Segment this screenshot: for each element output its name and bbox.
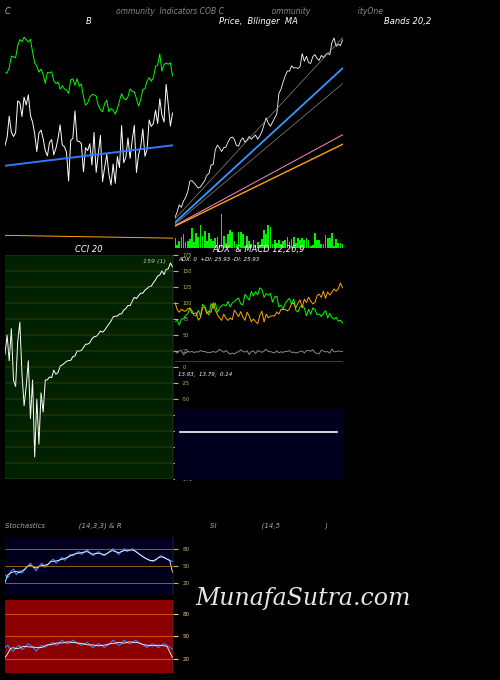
Bar: [240, 232, 242, 248]
Bar: [331, 233, 332, 248]
Bar: [342, 245, 344, 248]
Bar: [204, 231, 206, 248]
Bar: [302, 237, 303, 248]
Text: ADX: 0  +DI: 25.93 -DI: 25.93: ADX: 0 +DI: 25.93 -DI: 25.93: [178, 257, 260, 262]
Bar: [257, 242, 258, 248]
Bar: [254, 245, 256, 248]
Bar: [252, 240, 254, 248]
Bar: [324, 235, 326, 248]
Bar: [270, 226, 272, 248]
Bar: [185, 243, 186, 248]
Bar: [208, 233, 210, 248]
Bar: [322, 243, 324, 248]
Bar: [261, 239, 263, 248]
Bar: [196, 233, 197, 248]
Bar: [291, 239, 292, 248]
Bar: [308, 240, 310, 248]
Bar: [333, 245, 335, 248]
Bar: [232, 232, 233, 248]
Bar: [227, 233, 229, 248]
Title: ADX  & MACD 12,26,9: ADX & MACD 12,26,9: [212, 245, 305, 254]
Bar: [276, 243, 278, 248]
Bar: [338, 243, 339, 248]
Text: SI                    (14,5                    ): SI (14,5 ): [210, 522, 328, 528]
Bar: [310, 245, 312, 248]
Bar: [280, 243, 282, 248]
Bar: [221, 214, 222, 248]
Bar: [200, 225, 202, 248]
Bar: [225, 243, 226, 248]
Title: Bands 20,2: Bands 20,2: [384, 18, 431, 27]
Bar: [214, 238, 216, 248]
Bar: [327, 237, 328, 248]
Bar: [212, 241, 214, 248]
Bar: [284, 240, 286, 248]
Bar: [242, 235, 244, 248]
Bar: [238, 232, 240, 248]
Bar: [297, 238, 299, 248]
Bar: [306, 239, 308, 248]
Bar: [236, 245, 238, 248]
Bar: [286, 237, 288, 248]
Bar: [248, 241, 250, 248]
Bar: [329, 238, 330, 248]
Bar: [191, 228, 193, 248]
Bar: [189, 239, 190, 248]
Bar: [312, 245, 314, 248]
Bar: [210, 239, 212, 248]
Bar: [176, 245, 178, 248]
Bar: [182, 234, 184, 248]
Bar: [180, 237, 182, 248]
Bar: [304, 240, 305, 248]
Bar: [193, 242, 195, 248]
Bar: [174, 238, 176, 248]
Bar: [299, 239, 301, 248]
Bar: [288, 242, 290, 248]
Bar: [259, 245, 260, 248]
Text: 159 (1): 159 (1): [143, 260, 166, 265]
Bar: [223, 236, 224, 248]
Bar: [244, 245, 246, 248]
Bar: [282, 241, 284, 248]
Bar: [198, 237, 199, 248]
Bar: [340, 243, 341, 248]
Bar: [293, 237, 294, 248]
Bar: [187, 241, 188, 248]
Text: Stochastics               (14,3,3) & R: Stochastics (14,3,3) & R: [5, 522, 121, 528]
Bar: [266, 234, 267, 248]
Bar: [234, 241, 235, 248]
Bar: [314, 233, 316, 248]
Bar: [246, 236, 248, 248]
Bar: [202, 235, 203, 248]
Bar: [178, 241, 180, 248]
Bar: [263, 231, 265, 248]
Bar: [336, 239, 337, 248]
Bar: [316, 240, 318, 248]
Bar: [206, 241, 208, 248]
Bar: [320, 243, 322, 248]
Bar: [218, 245, 220, 248]
Bar: [250, 244, 252, 248]
Text: ommunity  Indicators COB C                    ommunity                    ityOne: ommunity Indicators COB C ommunity ityOn…: [116, 7, 384, 16]
Bar: [295, 243, 296, 248]
Bar: [268, 225, 269, 248]
Bar: [274, 240, 276, 248]
Title: B: B: [86, 18, 92, 27]
Bar: [216, 237, 218, 248]
Bar: [278, 239, 280, 248]
Bar: [318, 240, 320, 248]
Title: CCI 20: CCI 20: [75, 245, 102, 254]
Bar: [230, 230, 231, 248]
Text: C: C: [5, 7, 11, 16]
Text: 13.93,  13.79,  0.14: 13.93, 13.79, 0.14: [178, 372, 233, 377]
Title: Price,  Bllinger  MA: Price, Bllinger MA: [220, 18, 298, 27]
Bar: [272, 244, 274, 248]
Text: MunafaSutra.com: MunafaSutra.com: [196, 587, 411, 610]
